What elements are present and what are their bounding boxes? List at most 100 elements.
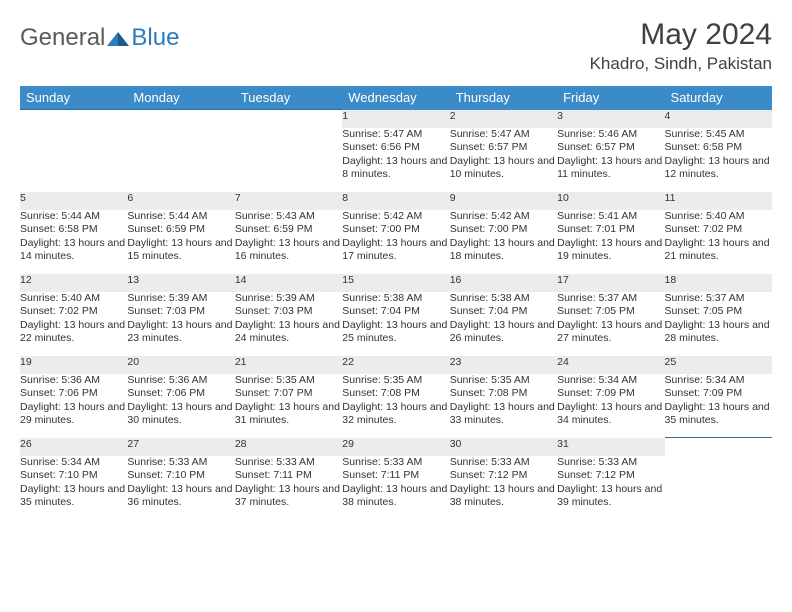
sunrise-line: Sunrise: 5:33 AM: [235, 456, 342, 470]
day-cell: Sunrise: 5:36 AMSunset: 7:06 PMDaylight:…: [20, 374, 127, 438]
sunset-line: Sunset: 6:59 PM: [127, 223, 234, 237]
daylight-line: Daylight: 13 hours and 8 minutes.: [342, 155, 449, 182]
daylight-line: Daylight: 13 hours and 36 minutes.: [127, 483, 234, 510]
calendar-table: SundayMondayTuesdayWednesdayThursdayFrid…: [20, 86, 772, 520]
day-number: 4: [665, 110, 772, 128]
sunrise-line: Sunrise: 5:41 AM: [557, 210, 664, 224]
sunrise-line: Sunrise: 5:33 AM: [557, 456, 664, 470]
daylight-line: Daylight: 13 hours and 15 minutes.: [127, 237, 234, 264]
day-cell: Sunrise: 5:37 AMSunset: 7:05 PMDaylight:…: [557, 292, 664, 356]
sunrise-line: Sunrise: 5:38 AM: [450, 292, 557, 306]
day-number: 18: [665, 274, 772, 292]
sunrise-line: Sunrise: 5:35 AM: [342, 374, 449, 388]
day-number: 24: [557, 356, 664, 374]
sunset-line: Sunset: 6:58 PM: [665, 141, 772, 155]
daylight-line: Daylight: 13 hours and 11 minutes.: [557, 155, 664, 182]
sunset-line: Sunset: 7:10 PM: [20, 469, 127, 483]
day-cell: Sunrise: 5:33 AMSunset: 7:12 PMDaylight:…: [450, 456, 557, 520]
day-cell: Sunrise: 5:38 AMSunset: 7:04 PMDaylight:…: [450, 292, 557, 356]
sunset-line: Sunset: 6:56 PM: [342, 141, 449, 155]
sunset-line: Sunset: 7:11 PM: [342, 469, 449, 483]
sunset-line: Sunset: 7:08 PM: [450, 387, 557, 401]
day-number: 26: [20, 438, 127, 456]
sunset-line: Sunset: 7:08 PM: [342, 387, 449, 401]
logo: General Blue: [20, 18, 179, 52]
sunrise-line: Sunrise: 5:34 AM: [20, 456, 127, 470]
day-cell: [665, 456, 772, 520]
sunrise-line: Sunrise: 5:33 AM: [342, 456, 449, 470]
daylight-line: Daylight: 13 hours and 35 minutes.: [665, 401, 772, 428]
daylight-line: Daylight: 13 hours and 17 minutes.: [342, 237, 449, 264]
day-number: 30: [450, 438, 557, 456]
daylight-line: Daylight: 13 hours and 30 minutes.: [127, 401, 234, 428]
day-header: Monday: [127, 86, 234, 110]
day-number: 20: [127, 356, 234, 374]
day-number: 19: [20, 356, 127, 374]
day-header: Friday: [557, 86, 664, 110]
content-row: Sunrise: 5:47 AMSunset: 6:56 PMDaylight:…: [20, 128, 772, 192]
location: Khadro, Sindh, Pakistan: [590, 54, 772, 74]
day-header-row: SundayMondayTuesdayWednesdayThursdayFrid…: [20, 86, 772, 110]
daylight-line: Daylight: 13 hours and 12 minutes.: [665, 155, 772, 182]
sunset-line: Sunset: 6:59 PM: [235, 223, 342, 237]
daylight-line: Daylight: 13 hours and 23 minutes.: [127, 319, 234, 346]
day-number: 9: [450, 192, 557, 210]
sunset-line: Sunset: 7:05 PM: [665, 305, 772, 319]
day-number: 22: [342, 356, 449, 374]
daynum-row: 262728293031: [20, 438, 772, 456]
sunset-line: Sunset: 7:07 PM: [235, 387, 342, 401]
day-cell: Sunrise: 5:39 AMSunset: 7:03 PMDaylight:…: [127, 292, 234, 356]
sunset-line: Sunset: 7:11 PM: [235, 469, 342, 483]
day-cell: Sunrise: 5:46 AMSunset: 6:57 PMDaylight:…: [557, 128, 664, 192]
day-number: 25: [665, 356, 772, 374]
day-cell: [235, 128, 342, 192]
day-cell: Sunrise: 5:47 AMSunset: 6:57 PMDaylight:…: [450, 128, 557, 192]
daylight-line: Daylight: 13 hours and 14 minutes.: [20, 237, 127, 264]
sunset-line: Sunset: 7:01 PM: [557, 223, 664, 237]
daylight-line: Daylight: 13 hours and 38 minutes.: [342, 483, 449, 510]
day-cell: Sunrise: 5:34 AMSunset: 7:09 PMDaylight:…: [557, 374, 664, 438]
daynum-row: 567891011: [20, 192, 772, 210]
sunrise-line: Sunrise: 5:42 AM: [450, 210, 557, 224]
sunset-line: Sunset: 7:10 PM: [127, 469, 234, 483]
day-cell: Sunrise: 5:33 AMSunset: 7:11 PMDaylight:…: [235, 456, 342, 520]
sunrise-line: Sunrise: 5:35 AM: [450, 374, 557, 388]
sunset-line: Sunset: 7:02 PM: [665, 223, 772, 237]
day-header: Wednesday: [342, 86, 449, 110]
daylight-line: Daylight: 13 hours and 16 minutes.: [235, 237, 342, 264]
day-cell: Sunrise: 5:45 AMSunset: 6:58 PMDaylight:…: [665, 128, 772, 192]
daylight-line: Daylight: 13 hours and 34 minutes.: [557, 401, 664, 428]
daylight-line: Daylight: 13 hours and 38 minutes.: [450, 483, 557, 510]
daylight-line: Daylight: 13 hours and 35 minutes.: [20, 483, 127, 510]
sunset-line: Sunset: 7:02 PM: [20, 305, 127, 319]
daynum-row: 12131415161718: [20, 274, 772, 292]
day-cell: Sunrise: 5:37 AMSunset: 7:05 PMDaylight:…: [665, 292, 772, 356]
day-cell: Sunrise: 5:36 AMSunset: 7:06 PMDaylight:…: [127, 374, 234, 438]
sunset-line: Sunset: 7:09 PM: [665, 387, 772, 401]
sunset-line: Sunset: 7:12 PM: [557, 469, 664, 483]
daylight-line: Daylight: 13 hours and 10 minutes.: [450, 155, 557, 182]
sunset-line: Sunset: 7:06 PM: [20, 387, 127, 401]
daylight-line: Daylight: 13 hours and 21 minutes.: [665, 237, 772, 264]
daylight-line: Daylight: 13 hours and 26 minutes.: [450, 319, 557, 346]
daylight-line: Daylight: 13 hours and 18 minutes.: [450, 237, 557, 264]
daylight-line: Daylight: 13 hours and 27 minutes.: [557, 319, 664, 346]
day-number: 7: [235, 192, 342, 210]
sunrise-line: Sunrise: 5:36 AM: [20, 374, 127, 388]
sunrise-line: Sunrise: 5:47 AM: [450, 128, 557, 142]
day-cell: [127, 128, 234, 192]
sunrise-line: Sunrise: 5:40 AM: [20, 292, 127, 306]
day-number: 14: [235, 274, 342, 292]
daylight-line: Daylight: 13 hours and 25 minutes.: [342, 319, 449, 346]
logo-text-general: General: [20, 24, 105, 52]
sunrise-line: Sunrise: 5:37 AM: [665, 292, 772, 306]
day-number: 5: [20, 192, 127, 210]
sunrise-line: Sunrise: 5:37 AM: [557, 292, 664, 306]
day-cell: Sunrise: 5:44 AMSunset: 6:58 PMDaylight:…: [20, 210, 127, 274]
sunrise-line: Sunrise: 5:39 AM: [235, 292, 342, 306]
day-number: 27: [127, 438, 234, 456]
logo-icon: [107, 30, 129, 46]
daynum-row: 19202122232425: [20, 356, 772, 374]
daylight-line: Daylight: 13 hours and 33 minutes.: [450, 401, 557, 428]
sunrise-line: Sunrise: 5:47 AM: [342, 128, 449, 142]
